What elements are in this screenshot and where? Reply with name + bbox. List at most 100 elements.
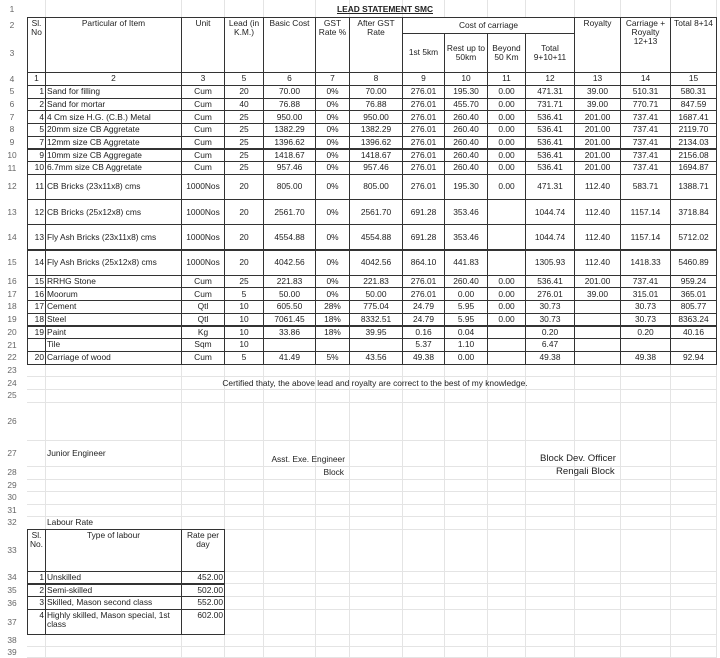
grid-cell[interactable] [402,376,445,390]
row-number[interactable]: 8 [9,124,15,135]
row-number[interactable]: 28 [7,467,17,478]
row-number[interactable]: 35 [7,584,17,595]
grid-cell[interactable] [444,516,488,530]
labour-sl-no[interactable]: 4 [27,609,46,636]
table-cell[interactable]: 50.00 [349,287,403,302]
grid-cell[interactable] [444,401,488,441]
grid-cell[interactable] [620,596,671,611]
table-cell[interactable]: 353.46 [444,224,488,251]
item-name[interactable]: Steel [45,312,182,327]
grid-cell[interactable] [27,478,46,493]
grid-cell[interactable] [27,439,46,467]
grid-cell[interactable] [444,570,488,585]
grid-cell[interactable] [181,465,225,480]
row-number[interactable]: 1 [9,3,15,14]
grid-cell[interactable] [263,0,316,18]
grid-cell[interactable] [525,465,575,480]
grid-cell[interactable] [402,401,445,441]
grid-cell[interactable] [224,401,264,441]
item-name[interactable]: Moorum [45,287,182,302]
grid-cell[interactable] [670,609,717,636]
grid-cell[interactable] [620,503,671,518]
table-cell[interactable]: 4042.56 [349,249,403,276]
grid-cell[interactable] [263,570,316,585]
table-cell[interactable]: 455.70 [444,97,488,112]
grid-cell[interactable] [620,609,671,636]
table-cell[interactable]: 76.88 [349,97,403,112]
table-cell[interactable]: Cum [181,350,225,365]
grid-cell[interactable] [181,439,225,467]
table-cell[interactable] [574,325,621,340]
grid-cell[interactable] [525,491,575,505]
grid-cell[interactable] [224,439,264,467]
labour-type[interactable]: Semi-skilled [45,583,182,598]
labour-sl-no[interactable]: 2 [27,583,46,598]
row-number[interactable]: 12 [7,181,17,192]
grid-cell[interactable] [620,389,671,403]
header-unit[interactable]: Unit [181,17,225,73]
table-cell[interactable]: 471.31 [525,85,575,99]
grid-cell[interactable] [315,389,350,403]
row-number[interactable]: 25 [7,390,17,401]
grid-cell[interactable] [45,0,182,18]
grid-cell[interactable] [574,528,621,572]
grid-cell[interactable] [574,376,621,390]
row-number[interactable]: 22 [7,352,17,363]
grid-cell[interactable] [27,363,46,378]
table-cell[interactable] [487,224,526,251]
grid-cell[interactable] [574,401,621,441]
grid-cell[interactable] [487,376,526,390]
table-cell[interactable]: 365.01 [670,287,717,302]
grid-cell[interactable] [402,516,445,530]
table-cell[interactable]: 0.00 [487,287,526,302]
grid-cell[interactable] [670,439,717,467]
table-cell[interactable]: Sqm [181,338,225,352]
grid-cell[interactable] [27,491,46,505]
grid-cell[interactable] [487,439,526,467]
grid-cell[interactable] [181,0,225,18]
table-cell[interactable]: 0% [315,274,350,289]
grid-cell[interactable] [620,363,671,378]
table-cell[interactable]: 112.40 [574,224,621,251]
table-cell[interactable]: 25 [224,274,264,289]
grid-cell[interactable] [45,634,182,648]
table-cell[interactable]: 5.95 [444,312,488,327]
header-rest-50km[interactable]: Rest up to 50km [444,33,488,73]
table-cell[interactable]: 201.00 [574,135,621,150]
table-cell[interactable]: 957.46 [263,161,316,175]
grid-cell[interactable] [27,503,46,518]
grid-cell[interactable] [181,491,225,505]
column-number[interactable]: 10 [444,72,488,86]
header-sl-no[interactable]: Sl. No [27,17,46,73]
labour-sl-no[interactable]: 1 [27,570,46,585]
table-cell[interactable]: 1000Nos [181,199,225,226]
table-cell[interactable]: 1.10 [444,338,488,352]
table-cell[interactable]: 276.01 [402,148,445,163]
table-cell[interactable]: 12 [27,199,46,226]
table-cell[interactable]: 10 [224,325,264,340]
table-cell[interactable]: Cum [181,135,225,150]
table-cell[interactable]: 0.00 [487,300,526,314]
table-cell[interactable]: 1044.74 [525,224,575,251]
table-cell[interactable]: 70.00 [263,85,316,99]
row-number[interactable]: 16 [7,276,17,287]
grid-cell[interactable] [315,596,350,611]
table-cell[interactable]: 1687.41 [670,110,717,125]
grid-cell[interactable] [574,516,621,530]
row-number[interactable]: 39 [7,646,17,657]
table-cell[interactable]: 112.40 [574,173,621,201]
table-cell[interactable]: 805.00 [349,173,403,201]
table-cell[interactable]: 1044.74 [525,199,575,226]
row-number[interactable]: 32 [7,517,17,528]
table-cell[interactable]: 4554.88 [349,224,403,251]
grid-cell[interactable] [444,478,488,493]
table-cell[interactable]: 605.50 [263,300,316,314]
grid-cell[interactable] [525,570,575,585]
grid-cell[interactable] [402,528,445,572]
grid-cell[interactable] [263,646,316,658]
table-cell[interactable]: 1000Nos [181,249,225,276]
table-cell[interactable] [27,338,46,352]
table-cell[interactable]: 20 [27,350,46,365]
grid-cell[interactable] [181,376,225,390]
header-total-carriage[interactable]: Total 9+10+11 [525,33,575,73]
